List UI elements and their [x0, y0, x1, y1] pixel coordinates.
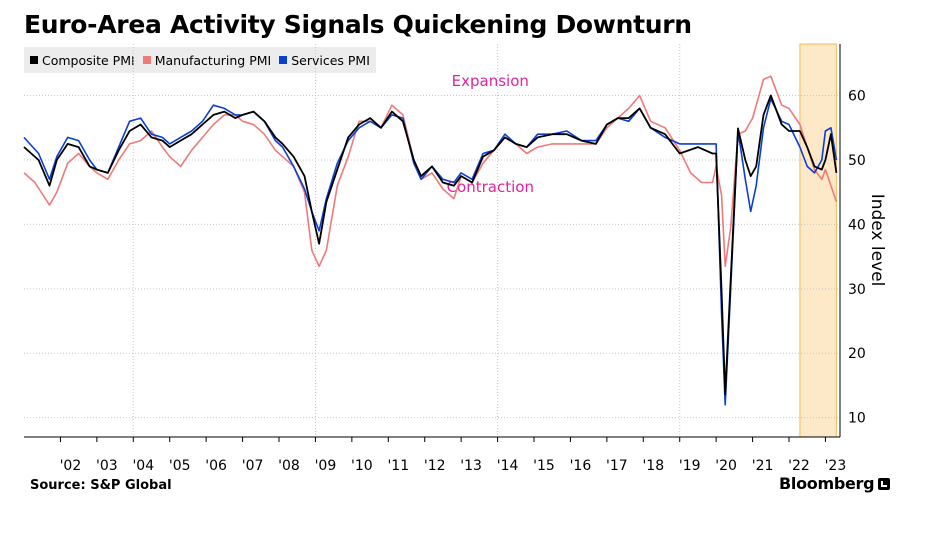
x-tick-label-2019: '19 — [679, 458, 701, 474]
x-tick-label-2014: '14 — [497, 458, 519, 474]
x-tick-label-2012: '12 — [424, 458, 446, 474]
legend-swatch-manufacturing — [142, 56, 151, 64]
x-tick-label-2002: '02 — [60, 458, 82, 474]
x-tick-label-2023: '23 — [825, 458, 847, 474]
y-tick-label-30: 30 — [848, 282, 866, 298]
legend-label-composite: Composite PMI — [42, 52, 135, 68]
legend-item-manufacturing: Manufacturing PMI — [142, 52, 272, 68]
x-tick-label-2022: '22 — [788, 458, 810, 474]
annotation-expansion: Expansion — [452, 72, 529, 90]
chart-legend: Composite PMI Manufacturing PMI Services… — [24, 47, 376, 73]
legend-swatch-services — [279, 56, 288, 64]
highlight-band — [799, 43, 837, 438]
source-note: Source: S&P Global — [30, 478, 172, 493]
series-line-composite — [23, 94, 838, 396]
legend-item-composite: Composite PMI — [30, 53, 135, 68]
y-tick-label-50: 50 — [848, 153, 866, 169]
x-tick-label-2005: '05 — [169, 458, 191, 474]
legend-swatch-composite — [30, 56, 38, 64]
y-tick-label-40: 40 — [848, 217, 866, 233]
x-tick-label-2013: '13 — [460, 458, 482, 474]
series-line-manufacturing — [23, 75, 838, 268]
x-tick-label-2020: '20 — [715, 458, 737, 474]
annotation-contraction: Contraction — [447, 178, 534, 196]
x-tick-label-2004: '04 — [132, 458, 154, 474]
chart-title: Euro-Area Activity Signals Quickening Do… — [24, 10, 692, 39]
x-tick-label-2011: '11 — [387, 458, 409, 474]
y-tick-label-60: 60 — [848, 89, 866, 105]
series-line-services — [23, 98, 838, 406]
x-tick-label-2009: '09 — [315, 458, 337, 474]
x-tick-label-2010: '10 — [351, 458, 373, 474]
x-tick-label-2016: '16 — [570, 458, 592, 474]
legend-item-services: Services PMI — [279, 53, 370, 68]
x-tick-label-2007: '07 — [242, 458, 264, 474]
x-tick-label-2018: '18 — [642, 458, 664, 474]
brand-name: Bloomberg — [779, 474, 875, 493]
x-tick-label-2021: '21 — [752, 458, 774, 474]
legend-label-manufacturing: Manufacturing PMI — [154, 52, 272, 68]
bloomberg-logo: Bloomberg — [779, 474, 891, 493]
y-tick-label-10: 10 — [848, 411, 866, 427]
x-tick-label-2008: '08 — [278, 458, 300, 474]
y-axis-label: Index level — [867, 194, 887, 287]
bloomberg-terminal-icon — [878, 477, 891, 490]
x-tick-label-2003: '03 — [96, 458, 118, 474]
y-tick-label-20: 20 — [848, 346, 866, 362]
x-tick-label-2015: '15 — [533, 458, 555, 474]
legend-label-services: Services PMI — [291, 52, 370, 68]
x-tick-label-2017: '17 — [606, 458, 628, 474]
x-tick-label-2006: '06 — [205, 458, 227, 474]
